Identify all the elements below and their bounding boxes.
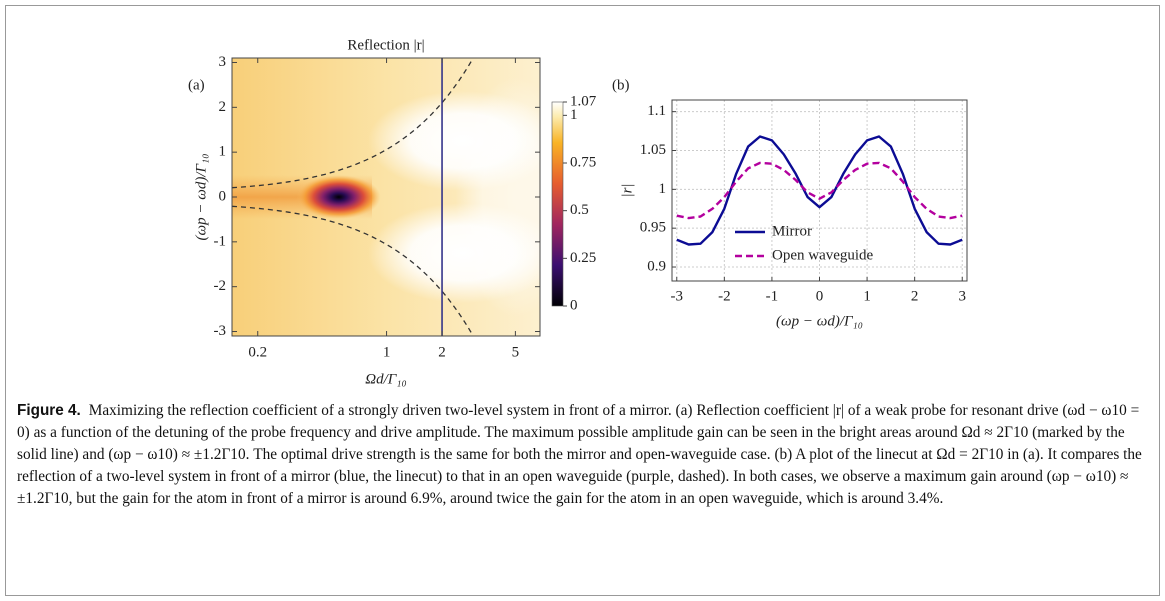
plot-frame — [671, 99, 968, 282]
figure: 0.2 1 2 5 -3 -2 -1 0 1 2 3 Reflection |r| (a) Ωd/Γ₁₀ (… — [188, 37, 968, 387]
legend-label: Open waveguide — [772, 247, 874, 263]
y-tick-label: 1.05 — [640, 142, 666, 158]
y-tick-label: -2 — [214, 278, 227, 294]
series-line — [676, 161, 963, 220]
x-tick-label: 1 — [383, 344, 391, 360]
legend-label: Mirror — [772, 223, 812, 239]
y-tick-label: 3 — [219, 54, 227, 70]
panel-label: (b) — [612, 77, 630, 93]
y-tick-label: 0 — [219, 188, 227, 204]
figure-frame — [5, 5, 1160, 596]
y-tick-label: 2 — [219, 99, 227, 115]
x-tick-label: 2 — [438, 344, 446, 360]
y-tick-label: 1 — [659, 181, 667, 197]
heatmap-minimum — [296, 175, 381, 219]
y-axis-label: (ωp − ωd)/Γ₁₀ — [193, 154, 209, 241]
colorbar-tick-label: 0.75 — [570, 154, 596, 170]
colorbar — [551, 101, 564, 307]
caption-label: Figure 4. — [17, 402, 81, 419]
colorbar-tick-label: 1 — [570, 107, 578, 123]
colorbar-tick-label: 0.25 — [570, 250, 596, 266]
panel-label: (a) — [188, 77, 205, 93]
heatmap-bright-area — [455, 77, 540, 317]
x-tick-label: 1 — [863, 288, 871, 304]
x-tick-label: 3 — [958, 288, 966, 304]
x-tick-label: -1 — [766, 288, 779, 304]
x-axis-label: Ωd/Γ₁₀ — [365, 371, 406, 387]
colorbar-tick-label: 0 — [570, 297, 578, 313]
colorbar-tick-label: 0.5 — [570, 202, 589, 218]
y-tick-label: -3 — [214, 323, 227, 339]
y-tick-label: 0.9 — [647, 258, 666, 274]
colorbar-tick-label: 1.07 — [570, 93, 597, 109]
caption-text: Maximizing the reflection coefficient of… — [17, 402, 1142, 507]
y-tick-label: 1.1 — [647, 103, 666, 119]
x-tick-label: 2 — [911, 288, 919, 304]
x-tick-label: 0.2 — [248, 344, 267, 360]
heatmap — [232, 58, 540, 336]
x-tick-label: -3 — [671, 288, 684, 304]
series-line — [676, 135, 963, 246]
y-axis-label: |r| — [619, 183, 635, 197]
x-tick-label: 5 — [512, 344, 520, 360]
y-tick-label: -1 — [214, 233, 227, 249]
chart-title: Reflection |r| — [347, 37, 424, 53]
x-tick-label: -2 — [718, 288, 731, 304]
x-tick-label: 0 — [816, 288, 824, 304]
x-axis-label: (ωp − ωd)/Γ₁₀ — [776, 313, 863, 329]
y-tick-label: 0.95 — [640, 220, 666, 236]
y-tick-label: 1 — [219, 144, 227, 160]
caption: Figure 4. Maximizing the reflection coeff… — [17, 400, 1147, 510]
